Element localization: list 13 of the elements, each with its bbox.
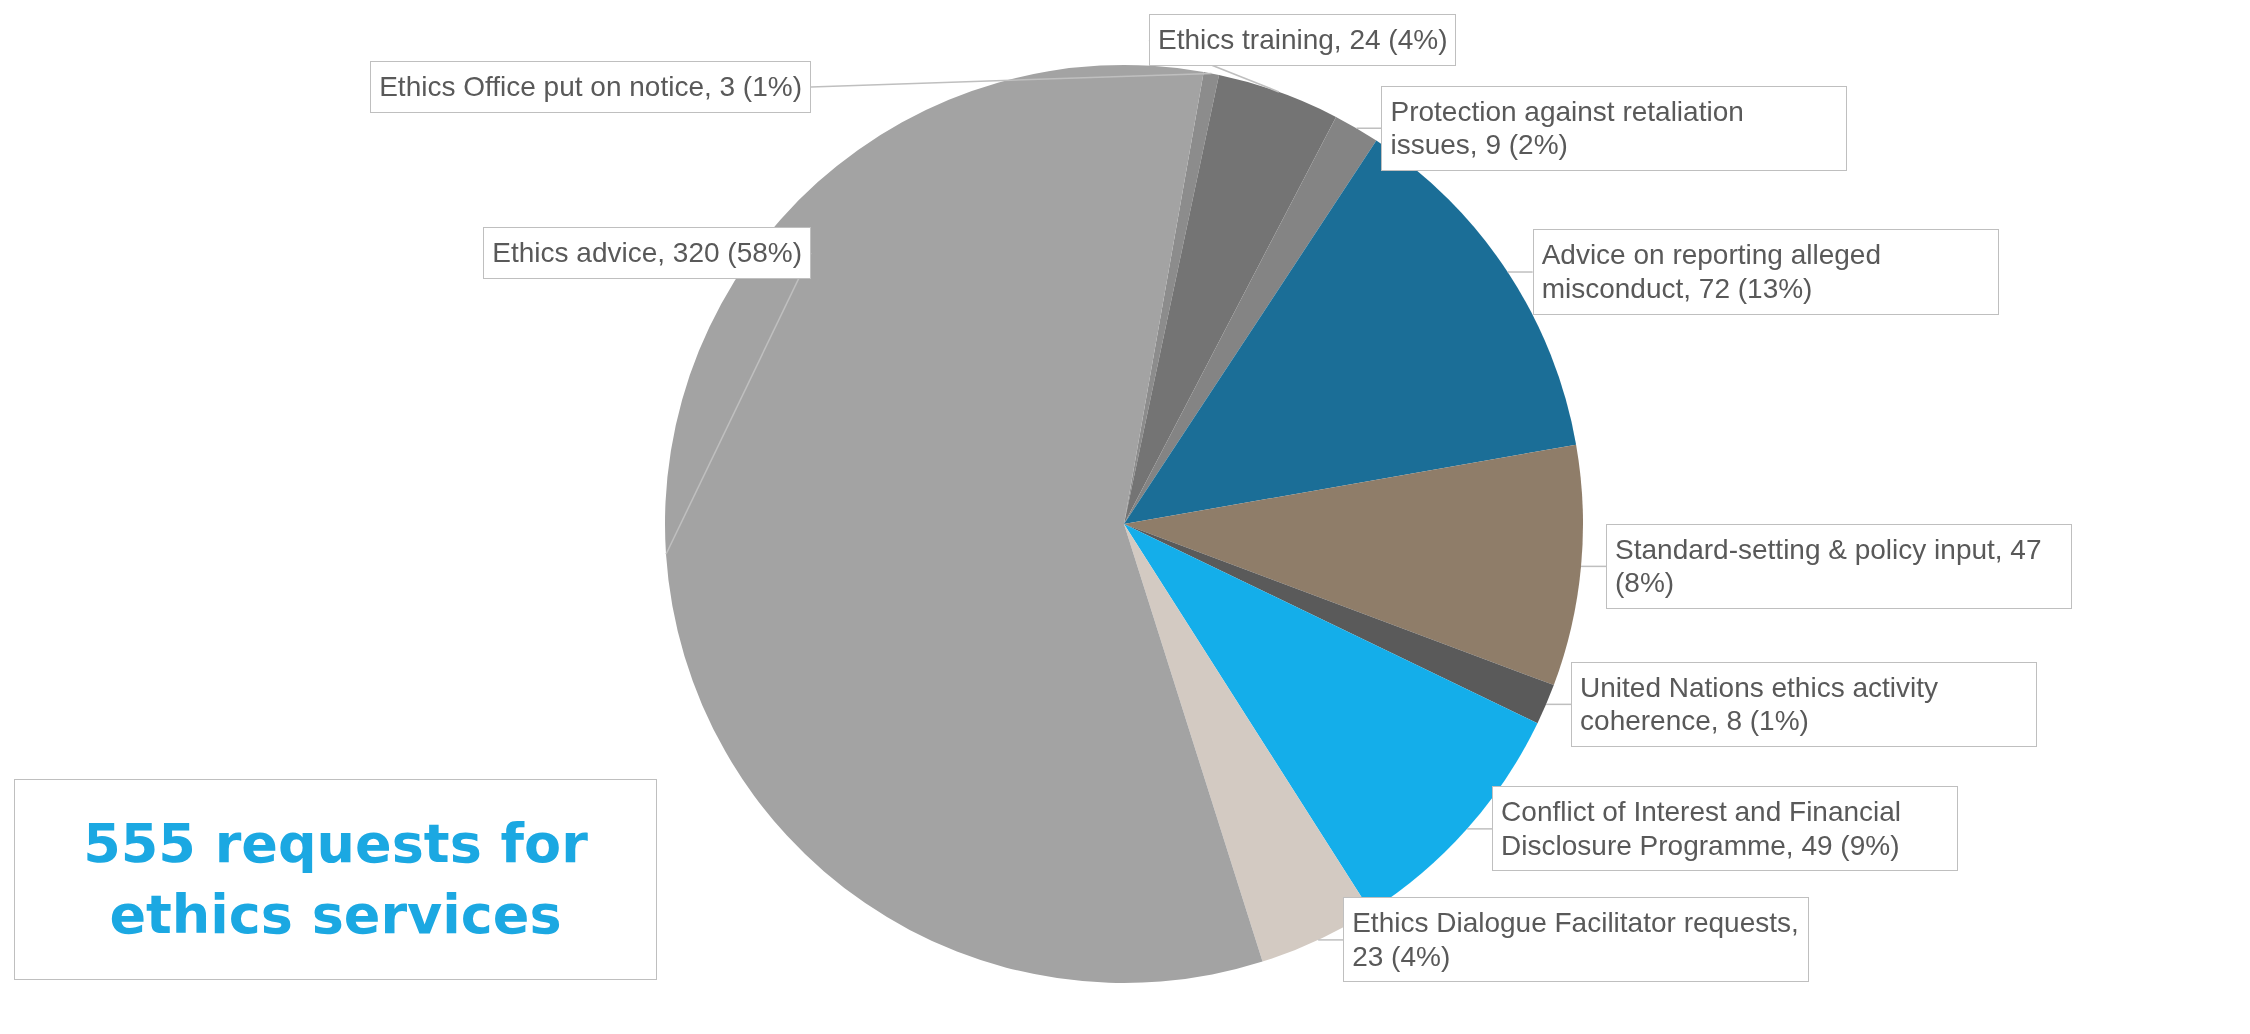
slice-label: Ethics Dialogue Facilitator requests, 23 (4%) [1343, 897, 1810, 983]
slice-label: Advice on reporting alleged misconduct, 72 (13%) [1532, 229, 1999, 315]
slice-label: Ethics training, 24 (4%) [1149, 14, 1457, 67]
slice-label: Ethics Office put on notice, 3 (1%) [370, 61, 811, 113]
slice-label: Standard-setting & policy input, 47 (8%) [1606, 523, 2073, 609]
pie-slice [1124, 444, 1583, 686]
slice-label: Ethics advice, 320 (58%) [483, 227, 811, 279]
pie-slice [1124, 74, 1337, 524]
text: 555 requests for ethics services [14, 779, 657, 980]
slice-label: Conflict of Interest and Financial Disclosure Programme, 49 (9%) [1492, 786, 1959, 872]
slice-label: Protection against retaliation issues, 9 (2%) [1381, 85, 1848, 171]
slice-label: United Nations ethics activity coherence, 8 (1%) [1571, 661, 2038, 747]
pie-slice [1124, 524, 1554, 724]
